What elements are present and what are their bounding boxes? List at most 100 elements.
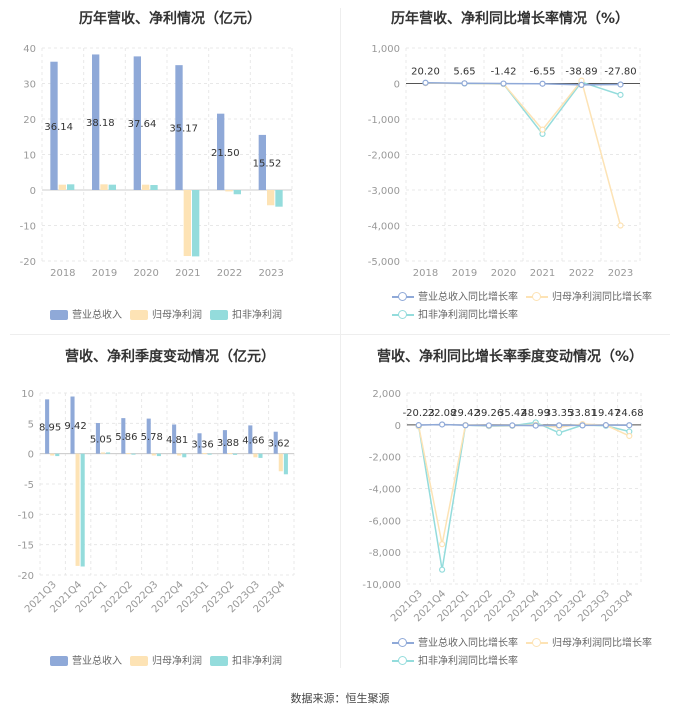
y-tick-label: 20 <box>23 115 36 126</box>
x-tick-label: 2018 <box>50 268 75 279</box>
legend-swatch <box>392 638 414 648</box>
data-point <box>617 91 624 98</box>
y-tick-label: 0 <box>394 80 400 91</box>
legend-item-deducted-profit[interactable]: 扣非净利润 <box>210 306 282 321</box>
data-point <box>532 422 539 429</box>
bar <box>126 453 131 455</box>
data-point <box>539 80 546 87</box>
legend-swatch <box>50 310 68 320</box>
legend-label: 扣非净利润 <box>232 310 282 321</box>
legend-item-deducted-profit[interactable]: 扣非净利润 <box>210 652 282 667</box>
bar <box>197 433 202 454</box>
bar <box>80 453 85 567</box>
y-tick-label: 10 <box>23 151 36 162</box>
y-tick-label: -10 <box>20 222 36 233</box>
legend-swatch <box>130 656 148 666</box>
data-point <box>579 422 586 429</box>
legend-item-deducted-profit-growth[interactable]: 扣非净利润同比增长率 <box>392 652 518 667</box>
legend-label: 归母净利润同比增长率 <box>552 638 652 649</box>
bar <box>55 453 60 457</box>
bar <box>45 399 50 454</box>
vertical-divider <box>340 8 341 668</box>
x-tick-label: 2021 <box>175 268 200 279</box>
bar <box>222 430 227 454</box>
legend-swatch <box>526 292 548 302</box>
y-tick-label: 0 <box>395 421 401 432</box>
bar <box>258 134 266 190</box>
chart-canvas: -5,000 -4,000 -3,000 -2,000 -1,000 0 1,000 20.2… <box>368 44 641 279</box>
legend-label: 营业总收入同比增长率 <box>418 638 518 649</box>
data-point <box>461 80 468 87</box>
legend-label: 归母净利润 <box>152 310 202 321</box>
data-label: 5.05 <box>90 434 112 445</box>
data-label: 4.81 <box>166 435 188 446</box>
bar <box>227 453 233 455</box>
legend-label: 扣非净利润同比增长率 <box>418 656 518 667</box>
bar <box>58 184 66 190</box>
legend-item-revenue-growth[interactable]: 营业总收入同比增长率 <box>392 288 518 303</box>
data-label: 15.52 <box>253 158 282 169</box>
legend-swatch <box>392 292 414 302</box>
data-point <box>556 429 563 436</box>
bar <box>225 190 233 192</box>
x-tick-label: 2021 <box>530 268 555 279</box>
y-tick-label: -20 <box>18 571 34 582</box>
legend-item-net-profit[interactable]: 归母净利润 <box>130 652 202 667</box>
data-label: 8.95 <box>39 423 61 434</box>
bar <box>233 453 238 455</box>
legend-item-net-profit[interactable]: 归母净利润 <box>130 306 202 321</box>
bar <box>106 452 111 454</box>
bar <box>248 425 253 454</box>
annual-growth-rate-chart: 历年营收、净利同比增长率情况（%） -5,000 -4,000 -3,000 -2,0… <box>340 0 680 334</box>
data-label: -1.42 <box>491 67 517 78</box>
x-tick-label: 2019 <box>92 268 117 279</box>
data-point <box>617 81 624 88</box>
data-label: -38.89 <box>565 67 597 78</box>
bar <box>151 453 156 456</box>
y-tick-label: -2,000 <box>369 453 401 464</box>
data-point <box>509 422 516 429</box>
data-label: 37.64 <box>128 119 157 130</box>
horizontal-divider <box>10 334 670 335</box>
bar <box>146 418 151 454</box>
data-label: 21.50 <box>211 148 240 159</box>
data-point <box>500 80 507 87</box>
y-tick-label: -4,000 <box>368 222 400 233</box>
legend-item-deducted-profit-growth[interactable]: 扣非净利润同比增长率 <box>392 306 518 321</box>
x-tick-label: 2022 <box>217 268 242 279</box>
chart-canvas: -20-15-10-505108.952021Q39.422021Q45.052… <box>18 389 295 615</box>
data-label: 38.18 <box>86 118 115 129</box>
y-tick-label: 2,000 <box>372 389 401 400</box>
y-tick-label: 1,000 <box>371 44 400 55</box>
y-tick-label: -6,000 <box>369 516 401 527</box>
data-point <box>556 422 563 429</box>
quarterly-growth-rate-chart: 营收、净利同比增长率季度变动情况（%） -10,000 -8,000 -6,000-… <box>340 334 680 680</box>
bar <box>233 190 241 195</box>
y-tick-label: -5,000 <box>368 257 400 268</box>
legend-label: 营业总收入同比增长率 <box>418 292 518 303</box>
data-label: 29.42 <box>451 408 480 419</box>
bar <box>273 431 278 454</box>
data-label: -20.23 <box>403 408 435 419</box>
y-tick-label: 30 <box>23 80 36 91</box>
bar <box>133 56 141 191</box>
y-tick-label: 10 <box>21 389 34 400</box>
chart-title: 营收、净利季度变动情况（亿元） <box>65 349 275 365</box>
legend-item-net-profit-growth[interactable]: 归母净利润同比增长率 <box>526 288 652 303</box>
legend-item-revenue[interactable]: 营业总收入 <box>50 306 122 321</box>
x-tick-label: 2022 <box>569 268 594 279</box>
data-point <box>438 421 446 428</box>
legend-item-revenue-growth[interactable]: 营业总收入同比增长率 <box>392 634 518 649</box>
data-label: -27.80 <box>604 67 636 78</box>
y-tick-label: -10 <box>18 510 34 521</box>
data-label: 5.78 <box>141 432 163 443</box>
y-tick-label: -8,000 <box>369 548 401 559</box>
legend-item-revenue[interactable]: 营业总收入 <box>50 652 122 667</box>
legend-item-net-profit-growth[interactable]: 归母净利润同比增长率 <box>526 634 652 649</box>
bar <box>183 190 191 257</box>
series-line <box>425 82 621 86</box>
bar <box>67 184 75 190</box>
bar <box>50 453 55 456</box>
legend-swatch <box>392 656 414 666</box>
data-source-note: 数据来源：恒生聚源 <box>290 692 390 705</box>
